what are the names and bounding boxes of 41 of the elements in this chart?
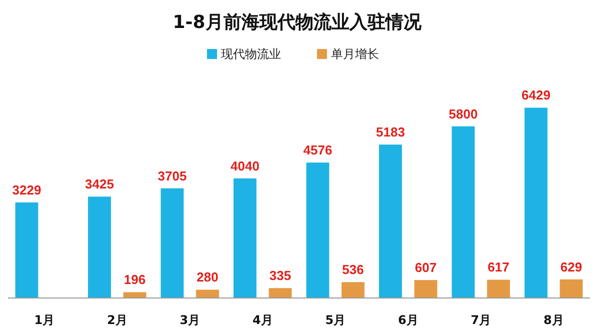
data-label: 3229 (12, 182, 42, 198)
bar (524, 108, 548, 298)
data-label: 607 (414, 260, 437, 276)
x-tick-label: 7月 (470, 313, 492, 327)
legend-label: 现代物流业 (221, 47, 281, 61)
bar (379, 144, 402, 298)
bar (452, 126, 475, 298)
bar (306, 162, 330, 298)
bar (15, 202, 38, 298)
bar (342, 282, 364, 298)
data-label: 335 (269, 268, 292, 284)
data-label: 4040 (230, 158, 260, 174)
data-label: 5800 (448, 106, 478, 122)
data-label: 196 (124, 272, 146, 288)
chart-title: 1-8月前海现代物流业入驻情况 (172, 12, 422, 33)
bar (560, 279, 583, 298)
bar (268, 288, 292, 298)
x-tick-label: 2月 (106, 313, 128, 327)
x-tick-label: 5月 (325, 313, 346, 327)
data-label: 629 (560, 259, 582, 274)
bar (88, 196, 111, 298)
bar (487, 280, 510, 298)
data-label: 280 (196, 270, 218, 285)
bar (123, 292, 146, 298)
x-tick-label: 6月 (398, 313, 418, 327)
bar (160, 188, 184, 298)
data-label: 5183 (376, 124, 405, 140)
data-label: 4576 (303, 142, 332, 158)
bar (234, 178, 256, 298)
data-label: 6429 (522, 88, 550, 103)
x-tick-label: 1月 (34, 313, 55, 327)
bar (414, 280, 438, 298)
data-label: 3425 (85, 176, 114, 192)
data-label: 617 (488, 260, 510, 275)
bar (196, 290, 219, 298)
data-label: 536 (342, 262, 364, 278)
x-tick-label: 8月 (543, 313, 564, 327)
x-tick-label: 4月 (252, 313, 273, 327)
legend-label: 单月增长 (331, 47, 379, 61)
data-label: 3705 (158, 168, 187, 184)
x-tick-label: 3月 (180, 313, 200, 327)
